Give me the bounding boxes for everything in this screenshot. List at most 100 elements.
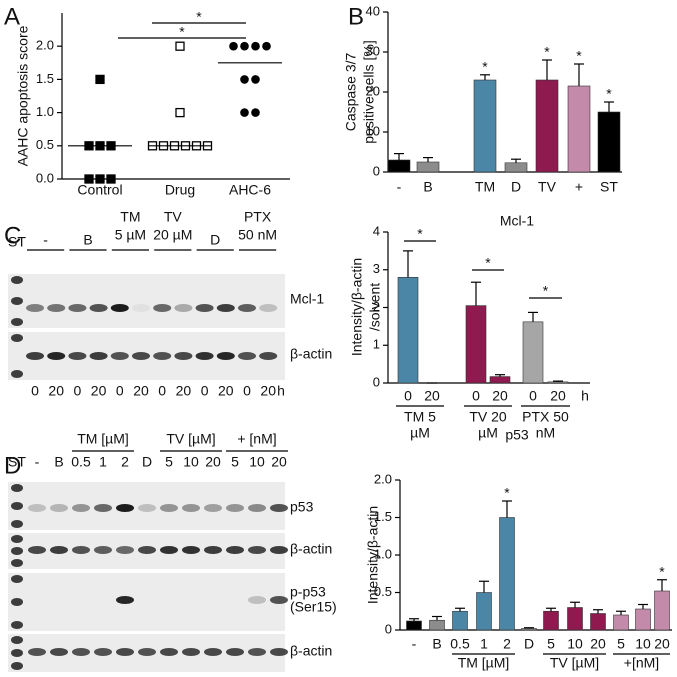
blot-band — [226, 504, 244, 512]
y-tick-label: 1.0 — [374, 546, 392, 561]
bar — [387, 159, 411, 173]
y-tick-label: 2.0 — [374, 471, 392, 486]
bar — [535, 79, 559, 173]
x-unit: h — [581, 388, 589, 404]
panel-label: A — [4, 3, 20, 30]
lane-label: 10 — [183, 454, 199, 470]
y-tick-label: 10 — [366, 123, 380, 138]
blot-band — [11, 520, 23, 528]
blot-band — [68, 304, 87, 312]
blot-strip — [8, 274, 285, 328]
time-label: 0 — [158, 383, 166, 399]
y-tick-label: 0 — [373, 163, 380, 178]
group-label: µM — [478, 425, 498, 441]
x-tick-label: AHC-6 — [229, 182, 271, 198]
time-label: 20 — [260, 383, 276, 399]
blot-strip — [8, 573, 285, 631]
x-tick-label: 0 — [529, 388, 537, 404]
blot-band — [28, 648, 46, 656]
x-tick-label: TV — [538, 179, 557, 195]
x-tick-label: - — [397, 179, 402, 195]
blot-band — [47, 352, 66, 360]
blot-band — [226, 546, 244, 554]
lane-label: 5 — [165, 454, 173, 470]
point — [240, 108, 249, 117]
blot-band — [259, 352, 278, 360]
significance-label: * — [417, 226, 423, 242]
x-tick-label: + — [575, 179, 583, 195]
bar — [429, 619, 445, 631]
blot-band — [26, 304, 44, 312]
point — [251, 75, 260, 84]
time-label: 0 — [243, 383, 251, 399]
x-tick-label: 5 — [547, 636, 555, 652]
lane-label: 20 µM — [153, 227, 192, 243]
blot-band — [72, 546, 90, 554]
x-tick-label: 20 — [654, 636, 670, 652]
significance-label: * — [179, 24, 185, 40]
blot-band — [89, 352, 108, 360]
blot-band — [248, 648, 266, 656]
time-unit: h — [277, 383, 285, 399]
blot-band — [216, 304, 235, 312]
group-label: TV 20 — [469, 409, 507, 425]
blot-band — [132, 352, 150, 360]
lane-label: 2 — [121, 454, 129, 470]
x-tick-label: B — [432, 636, 441, 652]
group-label: TV [µM] — [166, 431, 215, 447]
bar — [567, 85, 591, 173]
y-axis-label: AAHC apoptosis score — [15, 25, 31, 166]
blot-band — [11, 370, 23, 378]
blot-band — [182, 504, 200, 512]
blot-band — [11, 621, 23, 629]
chart-title: Mcl-1 — [500, 213, 534, 229]
point — [175, 41, 185, 51]
panel-label: D — [4, 452, 21, 479]
x-tick-label: 10 — [567, 636, 583, 652]
bar — [397, 276, 419, 384]
point — [84, 174, 94, 184]
bar — [406, 620, 422, 631]
blot-band — [238, 352, 256, 360]
group-label: TV [µM] — [550, 655, 599, 671]
time-label: 20 — [48, 383, 64, 399]
blot-band — [28, 546, 46, 554]
blot-band — [11, 636, 23, 644]
bar — [504, 162, 528, 173]
time-label: 20 — [91, 383, 107, 399]
lane-label: 50 nM — [238, 227, 277, 243]
lane-label: PTX — [244, 209, 272, 225]
blot-band — [11, 559, 23, 567]
y-tick-label: 4 — [373, 223, 380, 238]
y-tick-label: 3 — [373, 261, 380, 276]
time-label: 20 — [133, 383, 149, 399]
blot-band — [11, 598, 23, 606]
point — [95, 74, 105, 85]
blot-band — [226, 648, 244, 656]
row-label: p53 — [290, 499, 314, 515]
blot-band — [110, 352, 129, 360]
lane-label: D — [142, 454, 152, 470]
lane-label: 5 µM — [115, 227, 146, 243]
blot-band — [195, 352, 214, 360]
y-tick-label: 0 — [385, 621, 392, 636]
blot-band — [270, 596, 288, 604]
significance-label: * — [606, 86, 612, 102]
blot-band — [72, 648, 90, 656]
point — [251, 108, 260, 117]
group-label: nM — [536, 425, 555, 441]
lane-label: B — [83, 232, 92, 248]
x-tick-label: 1 — [480, 636, 488, 652]
lane-label: D — [210, 232, 220, 248]
blot-band — [116, 648, 134, 656]
bar — [547, 381, 569, 384]
bar — [597, 111, 621, 173]
x-tick-label: 5 — [617, 636, 625, 652]
x-tick-label: 20 — [424, 388, 440, 404]
x-tick-label: Control — [77, 182, 122, 198]
blot-band — [47, 304, 66, 312]
point — [175, 107, 185, 118]
x-tick-label: 10 — [635, 636, 651, 652]
x-tick-label: ST — [600, 179, 618, 195]
blot-band — [270, 546, 288, 554]
